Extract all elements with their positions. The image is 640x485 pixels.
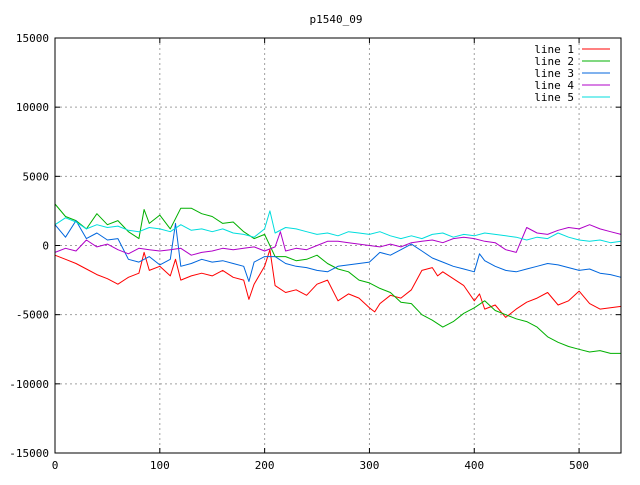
chart-title: p1540_09: [310, 13, 363, 26]
series-line-5: [54, 210, 622, 244]
ticks-layer: 0 100 200 300 400 500 -15000 -10000 -5000 0 5000 10…: [9, 32, 621, 472]
legend-label-2: line 2: [534, 55, 574, 68]
legend-label-5: line 5: [534, 91, 574, 104]
x-tick-label: 100: [150, 459, 170, 472]
y-tick-label: -10000: [9, 378, 49, 391]
y-tick-label: -5000: [16, 309, 49, 322]
legend-label-4: line 4: [534, 79, 574, 92]
legend-label-1: line 1: [534, 43, 574, 56]
y-tick-label: -15000: [9, 447, 49, 460]
series-line-2: [54, 203, 621, 354]
x-tick-label: 400: [464, 459, 484, 472]
y-tick-label: 10000: [16, 101, 49, 114]
x-tick-label: 200: [255, 459, 275, 472]
y-tick-label: 0: [42, 240, 49, 253]
x-tick-label: 500: [569, 459, 589, 472]
legend-label-3: line 3: [534, 67, 574, 80]
series-layer: [54, 203, 622, 354]
series-line-3: [54, 220, 622, 282]
y-tick-label: 15000: [16, 32, 49, 45]
grid-layer: [55, 38, 621, 453]
series-line-1: [54, 249, 622, 318]
x-tick-label: 300: [360, 459, 380, 472]
x-tick-label: 0: [52, 459, 59, 472]
y-tick-label: 5000: [23, 170, 50, 183]
series-line-4: [54, 224, 622, 256]
